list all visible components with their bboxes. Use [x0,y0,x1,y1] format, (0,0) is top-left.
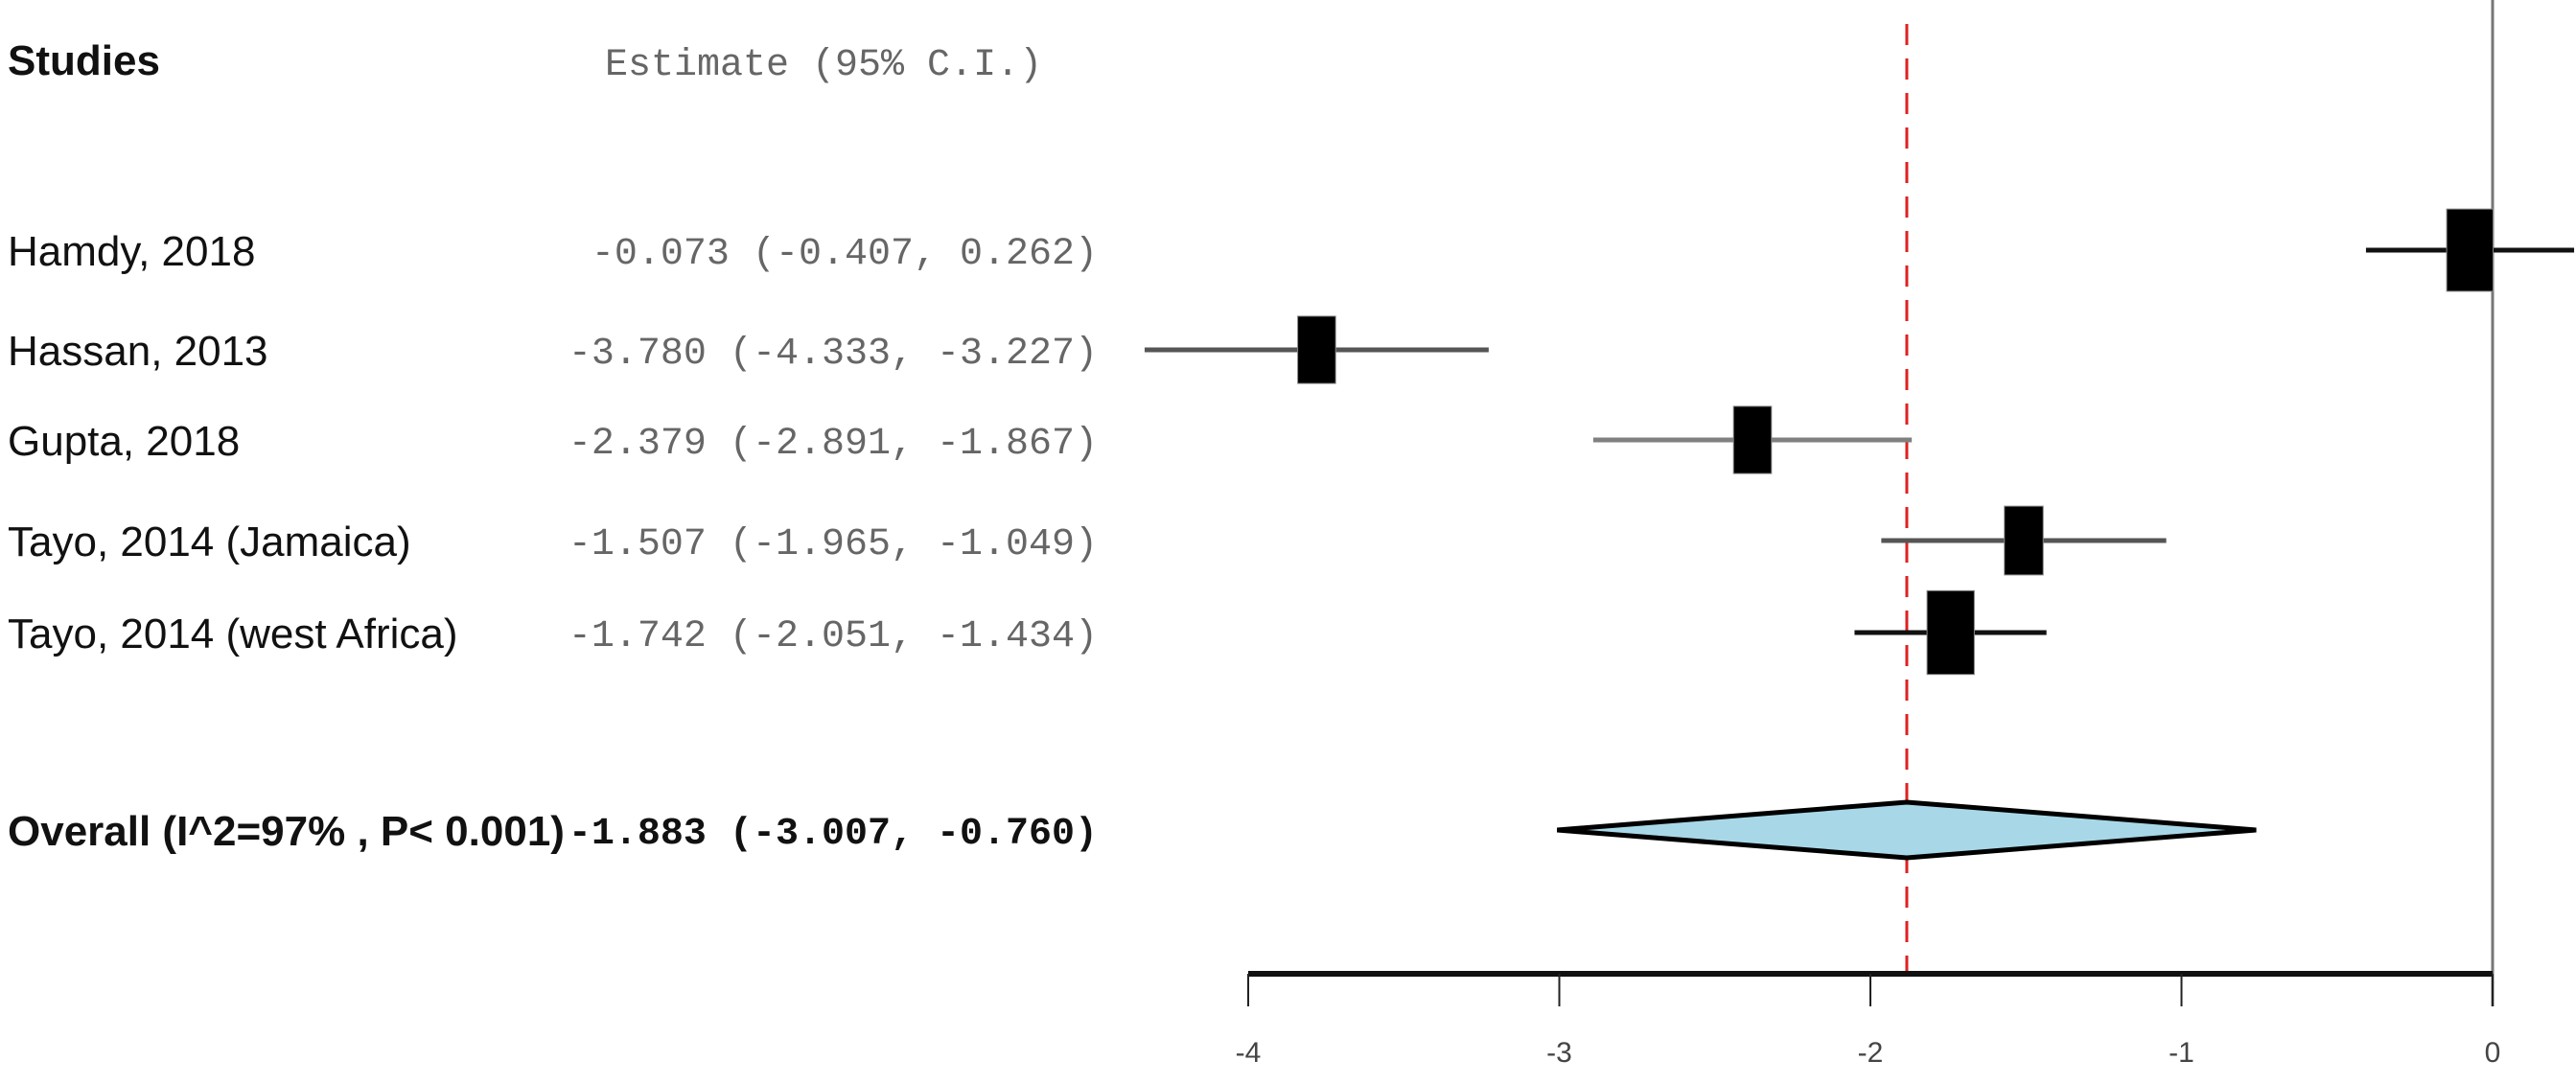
studies-header: Studies [8,37,160,84]
estimate-box [1297,315,1336,384]
overall-estimate: -1.883 (-3.007, -0.760) [569,813,1098,856]
study-estimate: -1.507 (-1.965, -1.049) [569,523,1098,566]
study-estimate: -0.073 (-0.407, 0.262) [592,233,1098,276]
x-tick-label: -4 [1236,1037,1262,1069]
study-estimate: -1.742 (-2.051, -1.434) [569,615,1098,658]
estimate-header: Estimate (95% C.I.) [605,44,1042,87]
overall-label: Overall (I^2=97% , P< 0.001) [8,808,565,855]
study-estimate: -3.780 (-4.333, -3.227) [569,333,1098,376]
estimate-box [1926,589,1975,676]
x-tick-label: -1 [2169,1037,2194,1069]
estimate-box [1732,405,1773,474]
estimate-box [2004,505,2044,576]
study-label: Hassan, 2013 [8,328,268,375]
x-tick-label: -2 [1858,1037,1884,1069]
study-label: Gupta, 2018 [8,418,240,465]
study-estimate: -2.379 (-2.891, -1.867) [569,423,1098,466]
study-label: Tayo, 2014 (Jamaica) [8,519,411,565]
study-label: Hamdy, 2018 [8,228,255,275]
study-label: Tayo, 2014 (west Africa) [8,611,458,657]
estimate-box [2446,208,2495,292]
overall-diamond [1557,799,2257,861]
x-tick-label: -3 [1546,1037,1572,1069]
x-tick-label: 0 [2485,1037,2501,1069]
